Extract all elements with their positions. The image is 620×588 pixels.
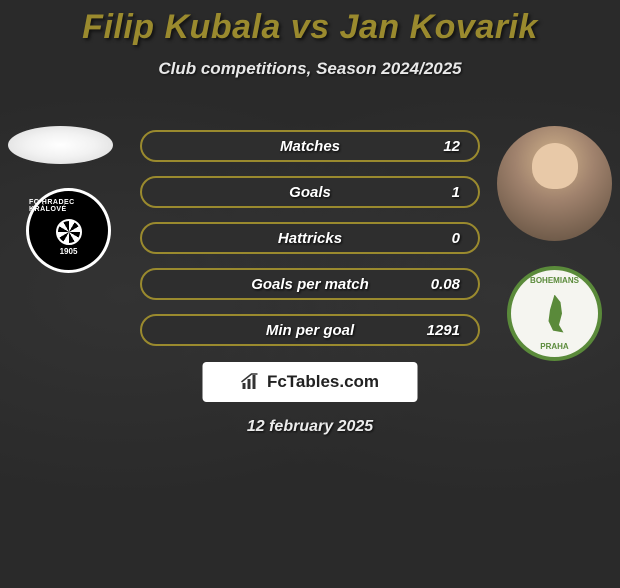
stat-value: 12: [443, 138, 460, 155]
player-left-avatar: [8, 126, 113, 164]
soccer-ball-icon: [56, 219, 82, 245]
page-title: Filip Kubala vs Jan Kovarik: [0, 8, 620, 47]
stat-row: Hattricks 0: [140, 222, 480, 254]
stats-container: Matches 12 Goals 1 Hattricks 0 Goals per…: [140, 130, 480, 360]
stat-label: Hattricks: [142, 230, 478, 247]
club-left-year: 1905: [60, 247, 78, 256]
stat-label: Matches: [142, 138, 478, 155]
brand-box: FcTables.com: [203, 362, 418, 402]
chart-icon: [241, 373, 261, 391]
stat-value: 1291: [427, 322, 460, 339]
stat-row: Min per goal 1291: [140, 314, 480, 346]
stat-value: 0.08: [431, 276, 460, 293]
club-right-badge: BOHEMIANS PRAHA: [507, 266, 602, 361]
stat-value: 1: [452, 184, 460, 201]
stat-row: Goals per match 0.08: [140, 268, 480, 300]
club-left-badge: FC HRADEC KRÁLOVÉ 1905: [26, 188, 111, 273]
date-text: 12 february 2025: [0, 418, 620, 436]
subtitle: Club competitions, Season 2024/2025: [0, 59, 620, 79]
kangaroo-icon: [540, 295, 570, 333]
club-right-name-top: BOHEMIANS: [530, 276, 579, 285]
stat-label: Goals per match: [142, 276, 478, 293]
club-left-name: FC HRADEC KRÁLOVÉ: [29, 199, 108, 213]
stat-value: 0: [452, 230, 460, 247]
brand-text: FcTables.com: [267, 372, 379, 392]
stat-row: Goals 1: [140, 176, 480, 208]
player-right-avatar: [497, 126, 612, 241]
stat-row: Matches 12: [140, 130, 480, 162]
club-right-name-bottom: PRAHA: [540, 342, 568, 351]
stat-label: Goals: [142, 184, 478, 201]
